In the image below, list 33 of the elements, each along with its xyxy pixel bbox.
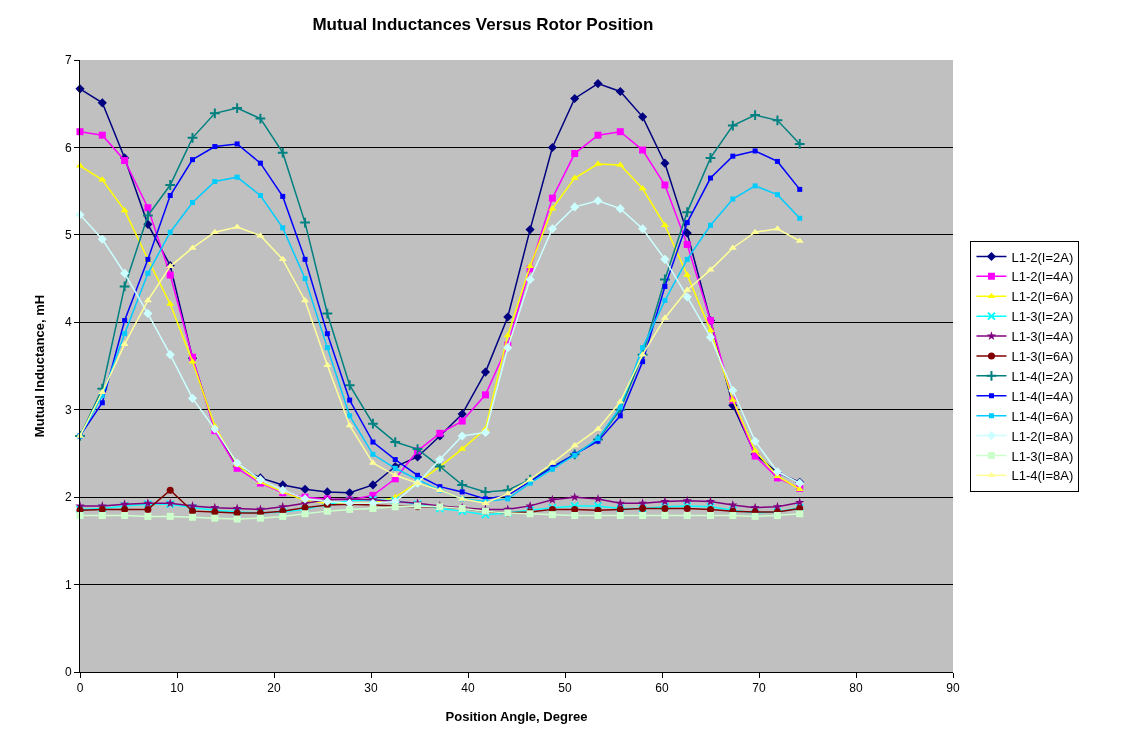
legend-label: L1-3(I=2A) — [1011, 309, 1074, 325]
x-tick-label: 40 — [461, 681, 475, 696]
y-tick-label: 0 — [64, 665, 72, 680]
y-tick-label: 3 — [64, 402, 72, 417]
legend-label: L1-3(I=8A) — [1011, 448, 1074, 464]
x-axis-title: Position Angle, Degree — [445, 709, 588, 724]
x-tick-label: 80 — [849, 681, 863, 696]
y-tick-label: 4 — [64, 315, 72, 330]
y-tick-label: 6 — [64, 140, 72, 155]
legend-label: L1-3(I=4A) — [1011, 329, 1074, 345]
y-tick-label: 7 — [64, 53, 72, 68]
chart-title: Mutual Inductances Versus Rotor Position — [312, 15, 654, 35]
y-tick-label: 5 — [64, 228, 72, 243]
legend-label: L1-4(I=2A) — [1011, 368, 1074, 384]
x-tick-label: 70 — [752, 681, 766, 696]
x-tick-label: 30 — [364, 681, 378, 696]
legend-label: L1-2(I=8A) — [1011, 428, 1074, 444]
y-axis-title: Mutual Inductance, mH — [32, 294, 47, 438]
x-tick-label: 60 — [655, 681, 669, 696]
legend-label: L1-2(I=2A) — [1011, 249, 1074, 265]
y-tick-label: 2 — [64, 490, 72, 505]
x-tick-label: 20 — [267, 681, 281, 696]
x-tick-label: 0 — [76, 681, 84, 696]
legend-label: L1-2(I=6A) — [1011, 289, 1074, 305]
x-tick-label: 50 — [558, 681, 572, 696]
x-tick-label: 10 — [170, 681, 184, 696]
x-tick-label: 90 — [946, 681, 960, 696]
legend-label: L1-4(I=8A) — [1011, 468, 1074, 484]
legend-label: L1-4(I=4A) — [1011, 388, 1074, 404]
y-tick-label: 1 — [64, 577, 72, 592]
legend-label: L1-3(I=6A) — [1011, 349, 1074, 365]
legend-label: L1-2(I=4A) — [1011, 269, 1074, 285]
legend-label: L1-4(I=6A) — [1011, 408, 1074, 424]
